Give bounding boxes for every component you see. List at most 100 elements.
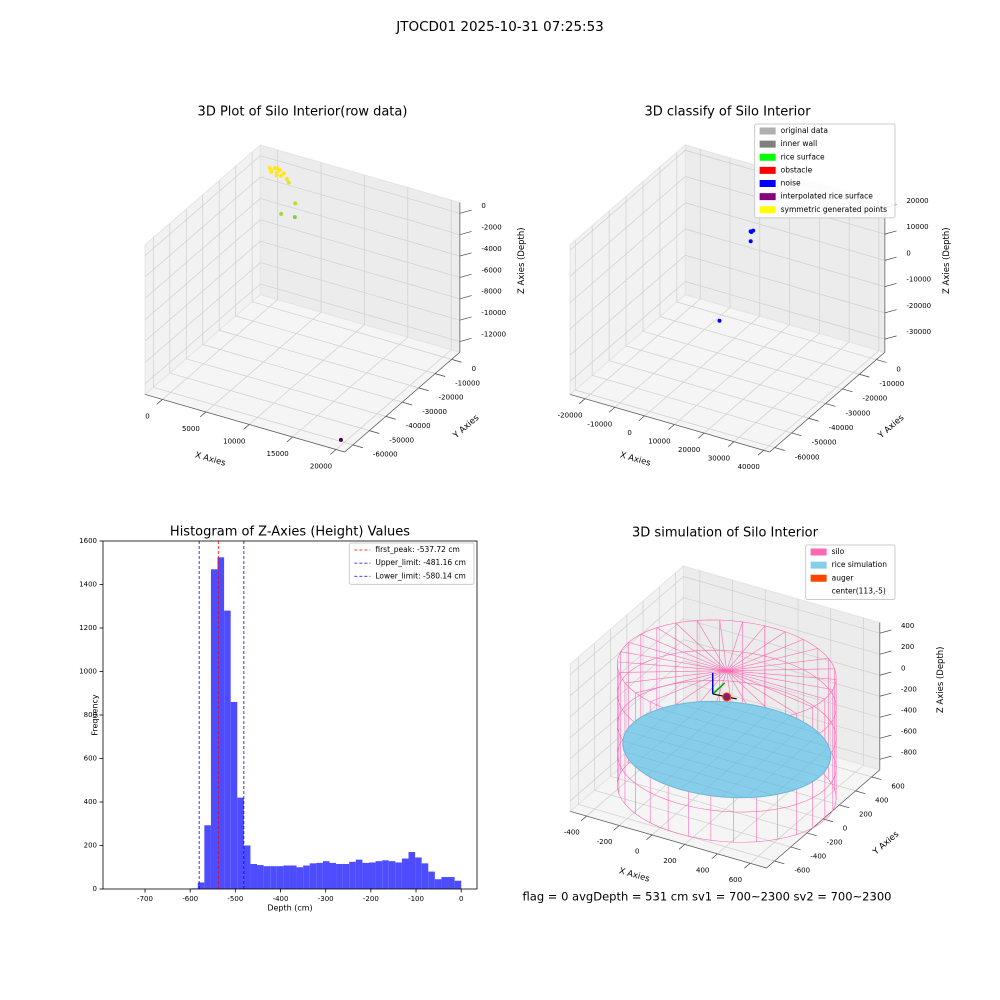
x-tick-label: -100 [408, 895, 424, 903]
grid-line [569, 597, 684, 696]
legend-swatch [810, 548, 827, 556]
legend-swatch [759, 193, 776, 201]
histogram-bar [434, 879, 442, 889]
silo-roof [656, 627, 727, 671]
histogram-bar [197, 882, 205, 889]
silo-roof [726, 648, 818, 671]
tick-label: -10000 [455, 379, 480, 387]
grid-line [733, 341, 850, 442]
tick-mark [579, 398, 586, 404]
grid-line [569, 576, 684, 675]
histogram-bar [250, 863, 258, 889]
tick-mark [435, 373, 446, 377]
grid-line [144, 240, 261, 342]
grid-line [260, 219, 460, 278]
grid-line [252, 301, 452, 360]
histogram-bar [401, 858, 409, 889]
grid-line [584, 298, 701, 399]
histogram-bar [415, 857, 422, 889]
grid-line [674, 324, 790, 425]
tick-mark [884, 283, 897, 287]
tick-label: -20000 [439, 394, 464, 402]
grid-line [569, 176, 686, 277]
tick-label: -40000 [829, 424, 854, 432]
grid-line [169, 372, 370, 431]
tick-label: 0 [472, 365, 476, 373]
tick-label: 0 [906, 249, 910, 257]
chart-title: Histogram of Z-Axies (Height) Values [170, 525, 410, 540]
grid-line [594, 789, 791, 848]
tick-label: -200 [901, 685, 917, 693]
tick-label: -10000 [906, 276, 931, 284]
tick-label: -20000 [906, 302, 931, 310]
tick-label: 0 [481, 202, 485, 210]
grid-line [144, 283, 261, 384]
grid-line [260, 283, 460, 342]
tick-label: -600 [794, 867, 810, 875]
silo-roof [726, 631, 786, 671]
grid-line [144, 155, 261, 256]
y-axis-label: Frequency [91, 694, 100, 736]
histogram-bar [289, 865, 297, 889]
tick-label: 40000 [738, 463, 760, 471]
rice-mesh [679, 703, 830, 748]
data-point [286, 180, 291, 185]
tick-label: 20000 [906, 197, 928, 205]
y-tick-label: 1400 [79, 581, 97, 589]
tick-mark [879, 671, 892, 676]
legend-label: noise [781, 179, 801, 188]
tick-mark [646, 834, 653, 841]
tick-mark [727, 441, 735, 447]
y-tick-label: 0 [93, 885, 97, 893]
tick-label: -600 [901, 727, 917, 735]
tick-label: 20000 [678, 446, 700, 454]
histogram-bar [448, 877, 455, 889]
tick-label: -200 [827, 839, 843, 847]
tick-label: 200 [663, 857, 676, 865]
grid-line [642, 330, 843, 390]
histogram-bar [283, 865, 290, 889]
x-tick-label: -300 [318, 895, 334, 903]
tick-mark [402, 401, 413, 406]
axis-label: Y Axies [871, 829, 902, 858]
rice-mesh [633, 722, 821, 777]
tick-mark [791, 432, 802, 437]
data-point [284, 177, 289, 182]
grid-line [676, 301, 877, 360]
grid-line [260, 176, 460, 235]
histogram-bar [375, 861, 383, 889]
legend-label: silo [832, 547, 845, 556]
tick-label: 0 [627, 429, 631, 437]
tick-mark [744, 863, 751, 869]
grid-line [763, 350, 880, 451]
grid-line [685, 202, 885, 261]
histogram-bar [322, 861, 330, 889]
footer-status: flag = 0 avgDepth = 531 cm sv1 = 700~230… [523, 890, 892, 904]
tick-label: 0 [843, 825, 847, 833]
grid-line [260, 262, 460, 321]
grid-line [569, 149, 686, 251]
histogram-bar [309, 863, 317, 889]
legend-box [754, 123, 896, 219]
legend-label: obstacle [781, 165, 813, 174]
grid-line [592, 374, 792, 434]
x-tick-label: -700 [137, 895, 153, 903]
tick-label: -10000 [481, 309, 506, 317]
tick-label: 0 [901, 664, 905, 672]
tick-mark [698, 432, 705, 439]
tick-label: -20000 [558, 412, 583, 420]
tick-label: 15000 [266, 450, 288, 458]
grid-line [625, 345, 826, 404]
legend-label: center(113,-5) [832, 586, 886, 595]
tick-label: 200 [859, 811, 872, 819]
x-tick-label: 0 [459, 895, 463, 903]
legend-swatch [759, 180, 776, 187]
silo-roof [620, 651, 727, 671]
histogram-bar [296, 867, 304, 889]
histogram-bar [421, 863, 429, 889]
tick-mark [774, 860, 785, 865]
silo-roof [726, 658, 829, 671]
legend-label: auger [832, 573, 855, 582]
silo-roof [726, 670, 833, 690]
auger-arm [712, 682, 726, 695]
